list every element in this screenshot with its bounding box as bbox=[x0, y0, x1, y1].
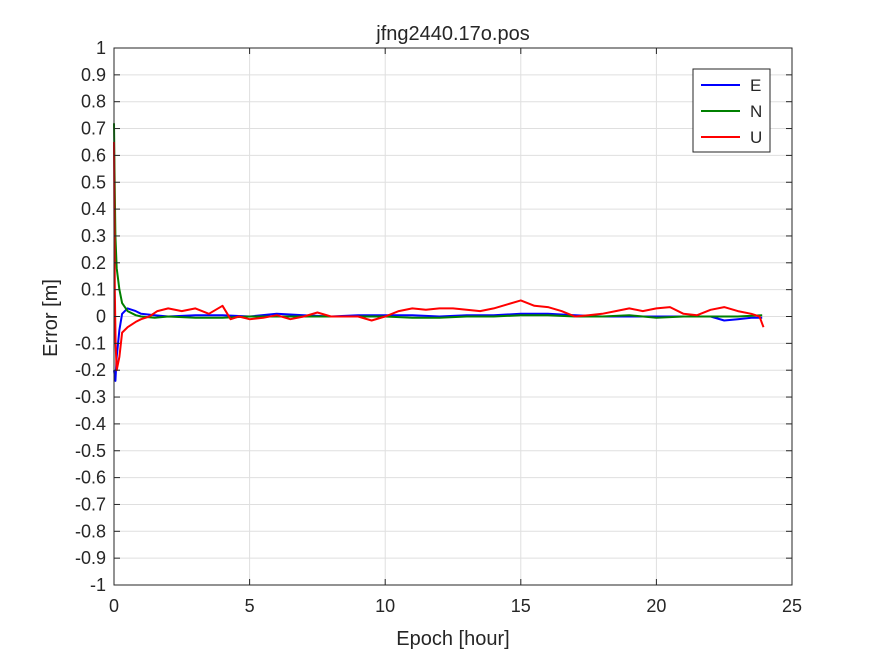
y-tick-label: 0.8 bbox=[81, 92, 106, 112]
x-tick-label: 15 bbox=[511, 596, 531, 616]
legend-label-u: U bbox=[750, 128, 762, 147]
y-tick-label: -0.1 bbox=[75, 333, 106, 353]
x-tick-label: 5 bbox=[245, 596, 255, 616]
y-tick-label: 0 bbox=[96, 307, 106, 327]
x-tick-labels: 0 5 10 15 20 25 bbox=[109, 596, 802, 616]
y-tick-label: 0.7 bbox=[81, 119, 106, 139]
y-tick-label: 0.9 bbox=[81, 65, 106, 85]
chart-title: jfng2440.17o.pos bbox=[375, 23, 529, 45]
y-tick-label: -0.4 bbox=[75, 414, 106, 434]
y-tick-label: 0.1 bbox=[81, 280, 106, 300]
y-tick-label: 0.6 bbox=[81, 145, 106, 165]
y-tick-label: 0.2 bbox=[81, 253, 106, 273]
y-tick-label: 0.3 bbox=[81, 226, 106, 246]
x-axis-title: Epoch [hour] bbox=[396, 628, 509, 650]
y-tick-label: -0.9 bbox=[75, 548, 106, 568]
y-axis-title: Error [m] bbox=[40, 279, 62, 357]
y-tick-label: 1 bbox=[96, 38, 106, 58]
legend-label-n: N bbox=[750, 102, 762, 121]
y-tick-label: -0.5 bbox=[75, 441, 106, 461]
y-tick-labels: 1 0.9 0.8 0.7 0.6 0.5 0.4 0.3 0.2 0.1 0 -0.1 -0.2 -0.… bbox=[75, 38, 106, 595]
y-tick-label: -0.7 bbox=[75, 494, 106, 514]
series-line-u bbox=[113, 141, 765, 372]
y-tick-label: 0.5 bbox=[81, 172, 106, 192]
legend-entries: ENU bbox=[701, 76, 762, 147]
axis-ticks bbox=[113, 47, 793, 586]
y-tick-label: 0.4 bbox=[81, 199, 106, 219]
x-tick-label: 0 bbox=[109, 596, 119, 616]
y-tick-label: -0.2 bbox=[75, 360, 106, 380]
y-tick-label: -1 bbox=[90, 575, 106, 595]
legend: ENU bbox=[692, 68, 771, 153]
y-tick-label: -0.8 bbox=[75, 521, 106, 541]
x-tick-label: 10 bbox=[375, 596, 395, 616]
x-tick-label: 25 bbox=[782, 596, 802, 616]
legend-label-e: E bbox=[750, 76, 761, 95]
y-tick-label: -0.3 bbox=[75, 387, 106, 407]
y-tick-label: -0.6 bbox=[75, 468, 106, 488]
x-tick-label: 20 bbox=[646, 596, 666, 616]
series-lines bbox=[113, 123, 765, 382]
